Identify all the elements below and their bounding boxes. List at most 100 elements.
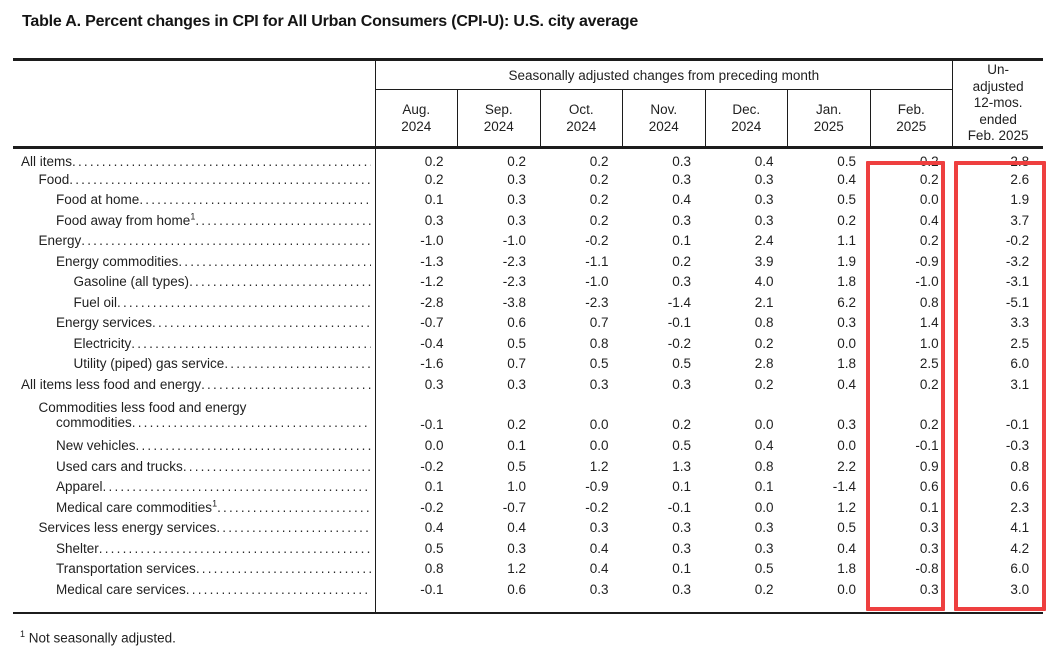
value-cell: 1.0 <box>507 479 526 495</box>
value-cell: 0.8 <box>754 458 774 474</box>
value-cell: -5.1 <box>1005 294 1030 310</box>
cpi-data-table: Seasonally adjusted changes from precedi… <box>13 58 1044 614</box>
footnote: 1 Not seasonally adjusted. <box>20 629 176 646</box>
row-label-cell: Medical care services <box>13 579 376 600</box>
table-header: Seasonally adjusted changes from precedi… <box>13 59 1044 148</box>
value-cell: -0.1 <box>915 438 939 454</box>
row-label-cell: Shelter <box>13 538 376 559</box>
value-cell: 0.3 <box>507 376 526 392</box>
footnote-text: Not seasonally adjusted. <box>28 630 176 646</box>
value-cell: 1.2 <box>589 458 609 474</box>
value-cell: 1.9 <box>1010 192 1030 208</box>
value-cell: 0.4 <box>424 520 444 536</box>
table-row: Gasoline (all types) -1.2 -2.3 -1.0 0.3 4.0 1.… <box>13 271 1043 292</box>
month-column-header: Nov. 2024 <box>622 89 705 148</box>
table-row: Medical care commodities1 -0.2 -0.7 -0.2 -0.… <box>13 497 1043 518</box>
value-cell: 1.8 <box>837 561 856 577</box>
table-body: All items 0.2 0.2 0.2 0.3 0.4 0.5 0.2 2.8 Food 0.2… <box>13 147 1043 613</box>
value-cell: 0.2 <box>919 417 939 432</box>
value-cell: -0.7 <box>420 315 444 331</box>
row-label-text: Commodities less food and energy <box>38 400 247 415</box>
value-cell: -3.8 <box>502 294 526 310</box>
table-row: Food at home 0.1 0.3 0.2 0.4 0.3 0.5 0.0 1.9 <box>13 189 1043 210</box>
value-cell: 0.3 <box>754 520 774 536</box>
value-cell: -0.2 <box>420 458 444 474</box>
value-cell: 0.2 <box>424 171 444 187</box>
value-cell: -2.3 <box>502 274 526 290</box>
value-cell: 1.3 <box>672 458 691 474</box>
value-cell: 0.2 <box>589 171 609 187</box>
value-cell: -1.6 <box>420 356 444 372</box>
dot-leader <box>103 479 371 493</box>
table-title: Table A. Percent changes in CPI for All … <box>22 13 639 30</box>
value-cell: 0.3 <box>672 212 691 228</box>
value-cell: 0.2 <box>754 376 774 392</box>
row-label-text: All items <box>21 154 73 169</box>
value-cell: 0.3 <box>754 540 774 556</box>
month-column-header: Feb. 2025 <box>869 89 953 148</box>
value-cell: -0.4 <box>420 335 444 351</box>
value-cell: 0.4 <box>919 212 939 228</box>
dot-leader <box>152 315 370 329</box>
value-cell: 0.4 <box>837 171 856 187</box>
value-cell: -3.2 <box>1005 253 1030 269</box>
value-cell: 3.9 <box>754 253 774 269</box>
value-cell: -1.0 <box>915 274 939 290</box>
value-cell: 2.5 <box>919 356 939 372</box>
value-cell: 0.3 <box>919 581 939 597</box>
value-cell: 0.2 <box>589 154 609 169</box>
value-cell: 0.3 <box>672 520 691 536</box>
value-cell: -0.2 <box>667 335 691 351</box>
value-cell: 0.2 <box>589 212 609 228</box>
row-label-text: Apparel <box>56 479 103 495</box>
dot-leader <box>189 274 370 288</box>
table-row: Electricity -0.4 0.5 0.8 -0.2 0.2 0.0 1.0 2.5 <box>13 333 1043 354</box>
value-cell: -1.4 <box>832 479 856 495</box>
table-row: Transportation services 0.8 1.2 0.4 0.1 0.5 1.… <box>13 558 1043 579</box>
value-cell: 0.8 <box>754 315 774 331</box>
value-cell: 0.3 <box>424 212 444 228</box>
row-label-text: Gasoline (all types) <box>73 274 190 290</box>
unadjusted-12mo-header: Un-adjusted 12-mos. ended Feb. 2025 <box>952 59 1044 148</box>
row-label-cell: Energy <box>13 230 376 251</box>
value-cell: 2.6 <box>1010 171 1030 187</box>
table-row: Fuel oil -2.8 -3.8 -2.3 -1.4 2.1 6.2 0.8 -5.1 <box>13 292 1043 313</box>
value-cell: 0.3 <box>837 417 856 432</box>
row-label-text: Shelter <box>56 540 99 556</box>
value-cell: 2.4 <box>754 233 774 249</box>
table-row: All items0.20.20.20.30.40.50.22.8 <box>13 147 1043 169</box>
row-label-cell: Fuel oil <box>13 292 376 313</box>
value-cell: 0.4 <box>589 561 609 577</box>
value-cell: 0.4 <box>837 540 856 556</box>
value-cell: 0.5 <box>589 356 609 372</box>
value-cell: 0.3 <box>672 581 691 597</box>
value-cell: 0.4 <box>837 376 856 392</box>
value-cell: 0.4 <box>754 154 774 169</box>
table-row: New vehicles 0.0 0.1 0.0 0.5 0.4 0.0 -0.1 -0.3 <box>13 435 1043 456</box>
value-cell: 0.0 <box>837 438 856 454</box>
value-cell: 0.3 <box>919 520 939 536</box>
value-cell: 0.5 <box>837 520 856 536</box>
value-cell: 0.2 <box>672 253 691 269</box>
value-cell: 0.3 <box>672 274 691 290</box>
row-label-text: All items less food and energy <box>21 376 202 392</box>
dot-leader <box>72 154 370 168</box>
value-cell: 0.3 <box>672 154 691 169</box>
value-cell: 0.2 <box>589 192 609 208</box>
value-cell: 6.0 <box>1010 356 1030 372</box>
value-cell: 0.0 <box>837 581 856 597</box>
value-cell: 0.2 <box>837 212 856 228</box>
value-cell: -1.1 <box>585 253 609 269</box>
value-cell: 0.5 <box>507 458 526 474</box>
value-cell: -0.3 <box>1005 438 1030 454</box>
value-cell: 4.0 <box>754 274 774 290</box>
value-cell: 6.0 <box>1010 561 1030 577</box>
value-cell: -1.2 <box>420 274 444 290</box>
value-cell: 0.3 <box>837 315 856 331</box>
value-cell: 0.0 <box>837 335 856 351</box>
table-row: Medical care services -0.1 0.6 0.3 0.3 0.2 0.0… <box>13 579 1043 600</box>
value-cell: 2.5 <box>1010 335 1030 351</box>
row-label-cell: Gasoline (all types) <box>13 271 376 292</box>
value-cell: 0.3 <box>754 212 774 228</box>
value-cell: -0.8 <box>915 561 939 577</box>
